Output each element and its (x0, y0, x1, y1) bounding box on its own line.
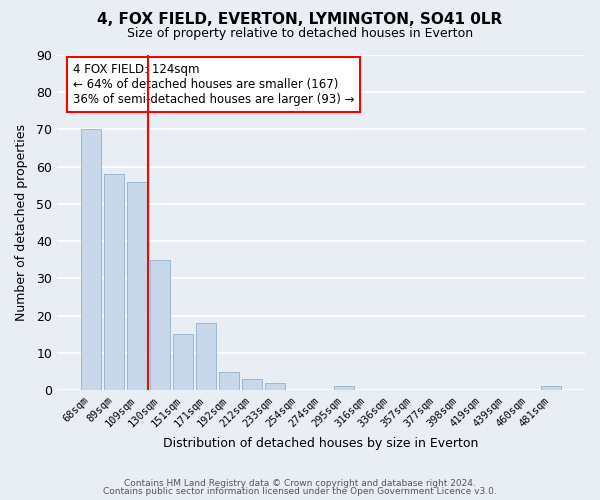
Bar (265, 383, 285, 390)
Bar (81, 130, 101, 390)
Bar (219, 372, 239, 390)
Text: 4 FOX FIELD: 124sqm
← 64% of detached houses are smaller (167)
36% of semi-detac: 4 FOX FIELD: 124sqm ← 64% of detached ho… (73, 64, 355, 106)
Bar (173, 334, 193, 390)
Text: 4, FOX FIELD, EVERTON, LYMINGTON, SO41 0LR: 4, FOX FIELD, EVERTON, LYMINGTON, SO41 0… (97, 12, 503, 28)
Text: Contains HM Land Registry data © Crown copyright and database right 2024.: Contains HM Land Registry data © Crown c… (124, 478, 476, 488)
Y-axis label: Number of detached properties: Number of detached properties (15, 124, 28, 321)
Text: Size of property relative to detached houses in Everton: Size of property relative to detached ho… (127, 28, 473, 40)
Bar (150, 260, 170, 390)
Bar (127, 182, 147, 390)
Bar (242, 379, 262, 390)
Bar (541, 386, 561, 390)
Bar (104, 174, 124, 390)
Text: Contains public sector information licensed under the Open Government Licence v3: Contains public sector information licen… (103, 487, 497, 496)
X-axis label: Distribution of detached houses by size in Everton: Distribution of detached houses by size … (163, 437, 479, 450)
Bar (196, 323, 216, 390)
Bar (334, 386, 354, 390)
